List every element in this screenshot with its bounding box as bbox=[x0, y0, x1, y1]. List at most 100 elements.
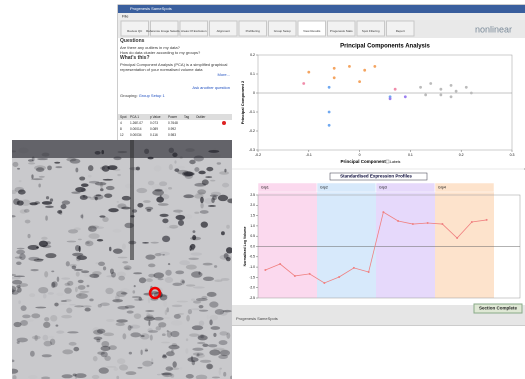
gel-spot bbox=[115, 294, 120, 302]
status-text: Progenesis SameSpots bbox=[236, 316, 278, 321]
gel-spot bbox=[219, 367, 222, 370]
gel-spot bbox=[78, 292, 82, 297]
group-label: Grp4 bbox=[438, 185, 446, 189]
gel-spot bbox=[207, 205, 216, 207]
ask-link[interactable]: Ask another question bbox=[192, 85, 230, 90]
step-button[interactable] bbox=[268, 20, 297, 37]
gel-spot bbox=[151, 358, 154, 365]
gel-spot bbox=[72, 373, 77, 377]
column-header: p Value bbox=[150, 115, 161, 119]
chart-title: Principal Components Analysis bbox=[340, 44, 430, 50]
table-cell: 12 bbox=[120, 133, 124, 137]
outlier-icon bbox=[222, 121, 226, 125]
step-button[interactable] bbox=[327, 20, 356, 37]
grouping-link[interactable]: Group Setup 1 bbox=[138, 93, 165, 98]
step-button[interactable] bbox=[238, 20, 267, 37]
gel-spot bbox=[165, 269, 172, 276]
checkbox[interactable] bbox=[385, 159, 390, 164]
gel-spot bbox=[18, 300, 21, 305]
gel-spot bbox=[104, 355, 111, 361]
gel-spot bbox=[27, 233, 31, 239]
table-header bbox=[118, 114, 232, 120]
step-button[interactable] bbox=[356, 20, 385, 37]
gel-spot bbox=[19, 209, 27, 214]
gel-spot bbox=[42, 293, 47, 299]
gel-spot bbox=[74, 286, 78, 293]
gel-spot bbox=[102, 216, 109, 222]
gel-spot bbox=[194, 193, 204, 199]
gel-spot bbox=[97, 303, 102, 308]
gel-spot bbox=[162, 354, 167, 357]
y-tick-label: -2.0 bbox=[249, 286, 255, 290]
gel-spot bbox=[167, 227, 178, 229]
gel-spot bbox=[173, 314, 181, 319]
more-link[interactable]: More... bbox=[217, 72, 230, 77]
gel-spot bbox=[34, 165, 46, 171]
gel-spot bbox=[223, 252, 229, 259]
gel-spot bbox=[161, 341, 170, 344]
step-button[interactable] bbox=[179, 20, 208, 37]
point bbox=[358, 80, 361, 83]
gel-spot bbox=[223, 371, 227, 377]
gel-spot bbox=[168, 147, 175, 153]
gel-spot bbox=[176, 300, 189, 303]
step-button[interactable] bbox=[386, 20, 415, 37]
gel-spot bbox=[12, 359, 15, 363]
gel-spot bbox=[36, 246, 39, 249]
gel-spot bbox=[195, 353, 205, 358]
menu-item[interactable]: File bbox=[122, 14, 129, 19]
x-tick-label: 0 bbox=[359, 153, 361, 157]
gel-spot bbox=[31, 313, 41, 319]
step-button[interactable] bbox=[120, 20, 149, 37]
gel-spot bbox=[121, 243, 126, 250]
point bbox=[439, 87, 443, 91]
gel-spot bbox=[74, 305, 84, 308]
question[interactable]: Are there any outliers in my data? bbox=[120, 45, 180, 50]
step-button[interactable] bbox=[209, 20, 238, 37]
group-band bbox=[317, 183, 376, 298]
gel-spot bbox=[100, 351, 108, 358]
gel-spot bbox=[23, 208, 30, 213]
plot-area bbox=[257, 54, 513, 151]
gel-spot bbox=[169, 367, 180, 371]
gel-spot bbox=[34, 334, 38, 342]
gel-spot bbox=[213, 347, 225, 351]
logo: nonlinear bbox=[475, 24, 512, 34]
gel-spot bbox=[106, 365, 117, 368]
table-cell: 0.073 bbox=[150, 121, 158, 125]
gel-spot bbox=[88, 225, 97, 232]
gel-spot bbox=[168, 186, 173, 190]
section-complete-button[interactable] bbox=[473, 303, 523, 314]
step-label: Review QC bbox=[127, 29, 143, 33]
step-button[interactable] bbox=[297, 20, 326, 37]
gel-spot bbox=[56, 303, 67, 305]
gel-spot bbox=[216, 162, 222, 165]
gel-spot bbox=[64, 282, 70, 287]
gel-spot bbox=[209, 349, 221, 356]
question-panel: Questions Are there any outliers in my d… bbox=[120, 38, 230, 99]
gel-spot bbox=[226, 224, 230, 229]
gel-spot bbox=[98, 261, 106, 267]
gel-spot bbox=[80, 214, 84, 219]
gel-spot bbox=[45, 215, 48, 221]
gel-spot bbox=[67, 280, 74, 286]
gel-spot bbox=[51, 281, 58, 288]
gel-spot bbox=[84, 240, 94, 247]
step-button[interactable] bbox=[150, 20, 179, 37]
y-tick-label: 0.5 bbox=[250, 234, 255, 238]
gel-spot bbox=[198, 181, 207, 184]
gel-spot bbox=[192, 347, 204, 351]
gel-spot bbox=[31, 178, 43, 181]
gel-spot bbox=[124, 267, 130, 270]
title-dropdown[interactable] bbox=[329, 172, 428, 181]
gel-spot bbox=[20, 319, 29, 327]
gel-spot bbox=[149, 334, 153, 341]
question[interactable]: How do data cluster according to my grou… bbox=[120, 50, 201, 55]
gel-spot bbox=[175, 270, 185, 275]
gel-spot bbox=[217, 348, 229, 355]
y-tick-label: -1.0 bbox=[249, 265, 255, 269]
gel-spot bbox=[117, 150, 128, 154]
gel-spot bbox=[156, 373, 161, 376]
point bbox=[363, 68, 367, 72]
gel-spot bbox=[117, 173, 121, 177]
